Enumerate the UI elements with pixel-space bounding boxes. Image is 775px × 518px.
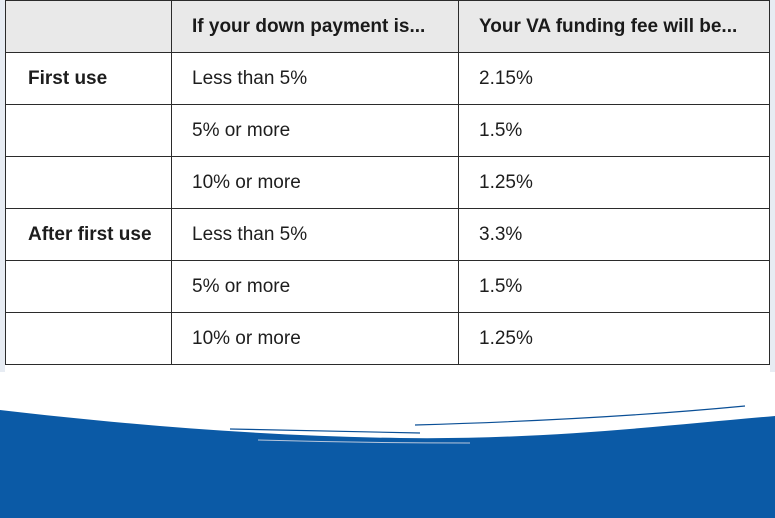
decorative-wave-banner <box>0 405 775 518</box>
page-edge-left <box>0 0 5 372</box>
page-edge-right <box>770 0 775 372</box>
wave-fill <box>0 410 775 518</box>
funding-fee-cell: 1.5% <box>458 260 770 313</box>
down-payment-cell: Less than 5% <box>171 52 459 105</box>
down-payment-cell: 5% or more <box>171 104 459 157</box>
funding-fee-cell: 1.5% <box>458 104 770 157</box>
table-row: After first use Less than 5% 3.3% <box>5 208 770 261</box>
header-funding-fee: Your VA funding fee will be... <box>458 0 770 53</box>
use-type-cell <box>5 260 172 313</box>
use-type-cell <box>5 156 172 209</box>
down-payment-cell: 10% or more <box>171 156 459 209</box>
funding-fee-cell: 2.15% <box>458 52 770 105</box>
use-type-cell <box>5 104 172 157</box>
use-type-cell <box>5 312 172 365</box>
table-row: 5% or more 1.5% <box>5 104 770 157</box>
wave-highlight-line <box>257 439 471 444</box>
header-down-payment: If your down payment is... <box>171 0 459 53</box>
use-type-cell: After first use <box>5 208 172 261</box>
table-header-row: If your down payment is... Your VA fundi… <box>5 0 770 53</box>
funding-fee-cell: 3.3% <box>458 208 770 261</box>
down-payment-cell: Less than 5% <box>171 208 459 261</box>
header-use-type <box>5 0 172 53</box>
down-payment-cell: 10% or more <box>171 312 459 365</box>
table-row: 10% or more 1.25% <box>5 156 770 209</box>
table-row: 5% or more 1.5% <box>5 260 770 313</box>
wave-highlight-line <box>414 405 746 426</box>
funding-fee-cell: 1.25% <box>458 156 770 209</box>
table-row: First use Less than 5% 2.15% <box>5 52 770 105</box>
funding-fee-cell: 1.25% <box>458 312 770 365</box>
table-row: 10% or more 1.25% <box>5 312 770 365</box>
funding-fee-table: If your down payment is... Your VA fundi… <box>5 0 770 365</box>
wave-highlight-line <box>229 428 421 434</box>
down-payment-cell: 5% or more <box>171 260 459 313</box>
use-type-cell: First use <box>5 52 172 105</box>
